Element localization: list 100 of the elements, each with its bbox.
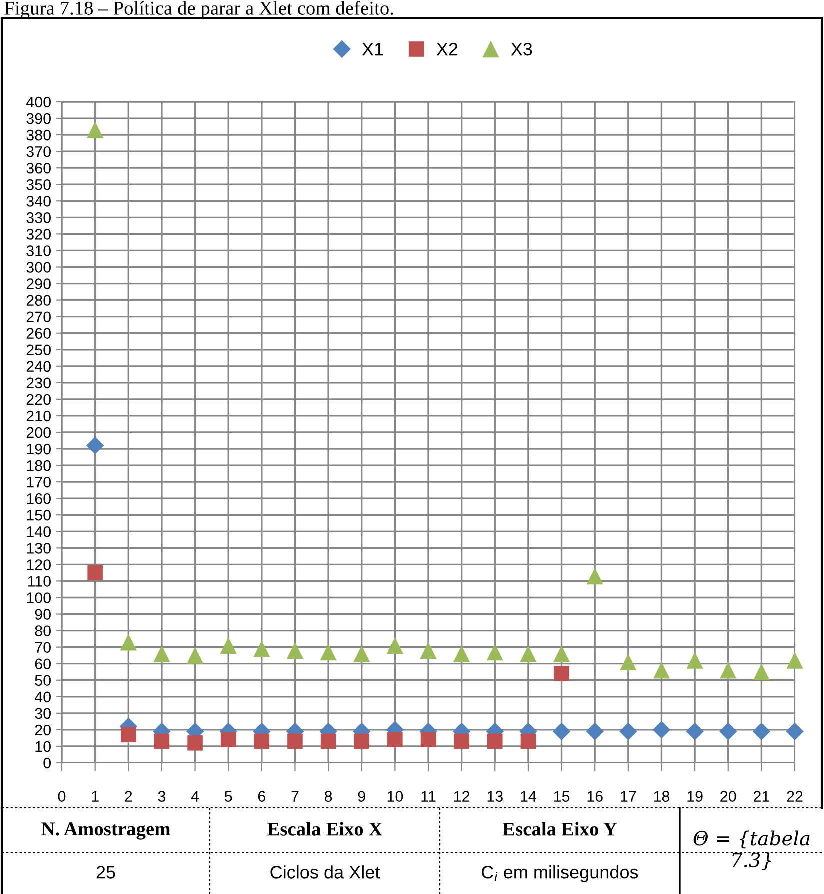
point [786,722,804,740]
point [88,565,103,581]
point [554,666,570,682]
x-tick-label: 5 [224,791,232,802]
y-tick-label: 130 [27,543,51,554]
text: Ciclos da Xlet [270,866,380,879]
y-tick-label: 120 [27,560,51,570]
y-tick-label: 290 [26,278,51,290]
point [120,634,137,651]
x-tick-label: 16 [588,791,603,802]
text: 25 [96,866,116,879]
y-tick-label: 400 [26,96,51,108]
y-tick-label: 390 [26,113,51,124]
point [520,734,536,750]
x-tick-label: 20 [720,791,736,802]
point [686,652,704,669]
y-tick-label: 370 [26,146,51,158]
point [487,734,503,750]
y-tick-label: 380 [26,130,51,141]
point [254,640,270,658]
text: C$_{i}$ em milisegundos [482,866,638,882]
y-tick-label: 270 [26,312,51,323]
point [752,722,771,740]
point [86,122,104,138]
x-tick-label: 8 [324,791,332,802]
point [86,436,104,455]
y-tick-label: 180 [27,460,51,472]
point [320,734,336,750]
y-tick-label: 170 [27,476,51,488]
text: N. Amostragem [42,822,170,840]
y-tick-label: 280 [26,295,51,306]
y-tick-label: 260 [26,328,51,340]
y-tick-label: 70 [35,642,51,654]
point [220,732,236,748]
point [653,662,670,679]
y-tick-label: 360 [26,162,51,174]
point [786,652,804,669]
y-tick-label: 310 [26,246,51,256]
y-tick-label: 140 [27,526,51,538]
y-tick-label: 20 [35,724,51,736]
point [586,568,604,585]
y-tick-label: 220 [26,394,51,406]
y-tick-label: 100 [27,592,51,604]
x-tick-label: 18 [654,791,670,802]
point [220,637,237,654]
x-tick-label: 19 [688,791,703,802]
x-tick-label: 11 [422,791,436,802]
y-tick-label: 350 [26,179,51,190]
point [720,722,738,740]
point [586,722,604,740]
legend-label: X1 [362,43,384,56]
point [120,727,136,743]
point [620,654,637,671]
x-tick-label: 12 [454,791,470,802]
y-tick-label: 250 [26,344,51,356]
point [320,644,337,661]
point [552,722,571,740]
y-tick-label: 320 [26,229,51,240]
text: Escala Eixo X [268,822,383,836]
x-tick-label: 15 [554,791,570,802]
y-tick-label: 150 [27,510,51,521]
y-tick-label: 210 [26,410,51,422]
x-tick-label: 10 [388,791,404,802]
x-tick-label: 14 [521,791,537,802]
point [720,662,737,679]
text: Θ = {tabela 7.3} [694,830,810,870]
point [453,646,470,662]
y-tick-label: 300 [26,262,51,273]
chart-title: Figura 7.18 – Política de parar a Xlet com defeito. [4,1,394,19]
x-tick-label: 9 [358,791,366,802]
y-tick-label: 30 [35,708,51,720]
point [354,734,370,750]
x-tick-label: 0 [58,791,66,802]
y-tick-label: 200 [26,427,51,438]
legend-label: X2 [436,42,458,56]
point [620,722,638,740]
y-tick-label: 110 [28,576,51,587]
x-tick-label: 2 [125,791,132,802]
point [454,734,470,750]
point [652,721,671,739]
y-tick-label: 80 [35,626,51,636]
point [288,734,303,750]
point [186,647,204,664]
y-tick-label: 50 [35,675,51,686]
point [486,644,504,661]
text: Escala Eixo Y [502,822,618,836]
x-tick-label: 6 [258,791,266,802]
y-tick-label: 230 [26,378,51,389]
y-tick-label: 190 [27,444,51,455]
y-tick-label: 10 [36,741,51,752]
point [154,734,170,750]
y-tick-label: 0 [44,758,51,769]
point [154,646,170,662]
y-tick-label: 40 [34,692,51,703]
point [553,646,570,662]
point [388,732,403,748]
x-tick-label: 7 [292,791,299,802]
x-tick-label: 4 [191,791,200,802]
point [753,664,770,680]
y-tick-label: 90 [35,609,51,620]
